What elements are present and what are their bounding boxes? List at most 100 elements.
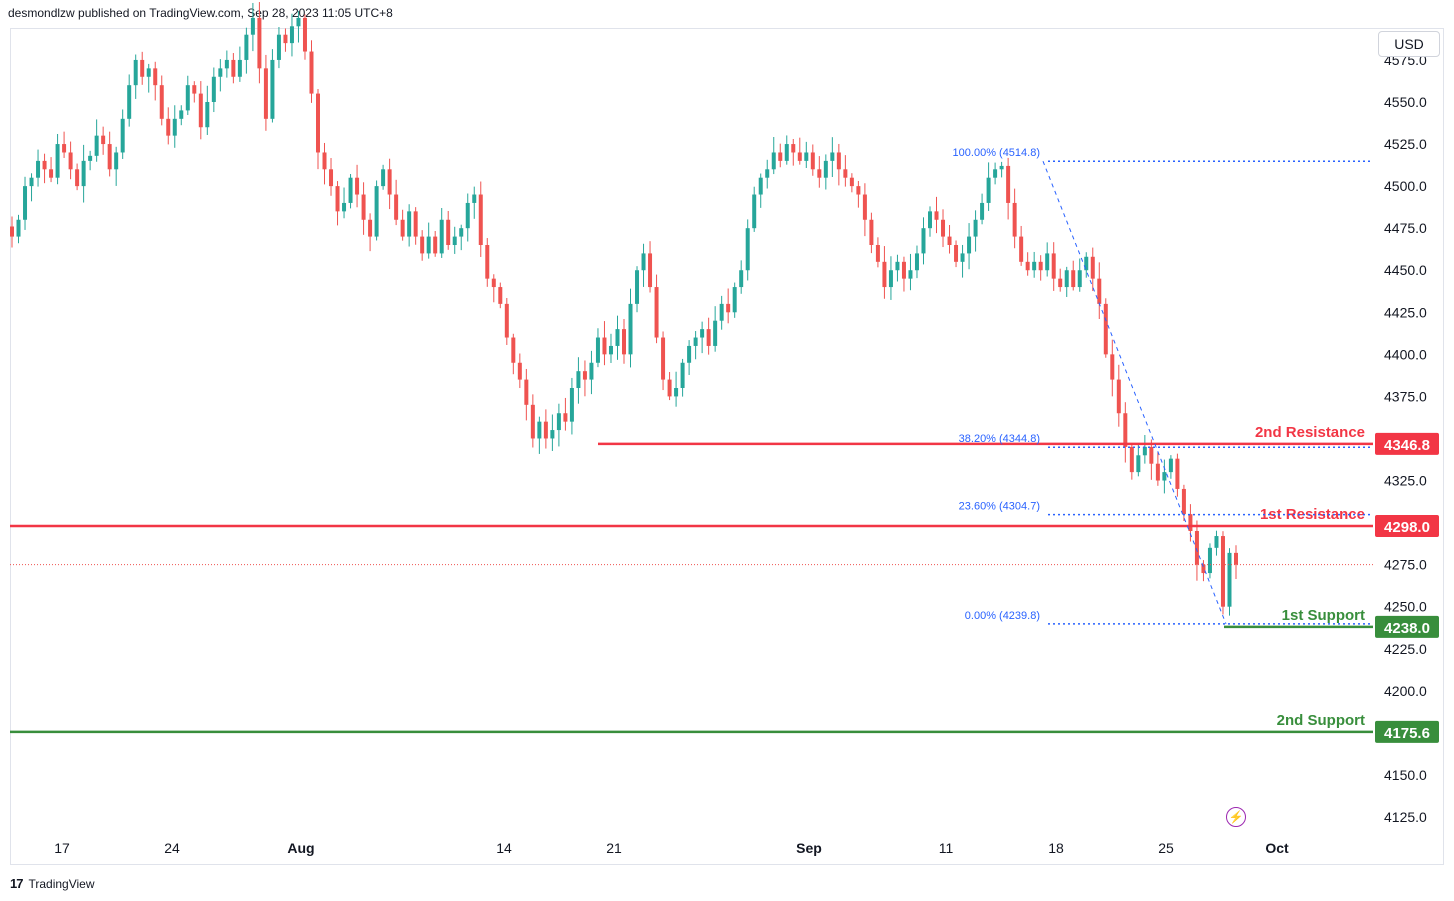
candle-body [166, 118, 171, 136]
candle-body [602, 337, 607, 355]
candle-body [1201, 564, 1206, 574]
x-tick-label: 14 [496, 840, 512, 856]
candle-body [316, 93, 320, 153]
candle-body [374, 186, 379, 237]
candle-body [394, 194, 399, 220]
candle-body [283, 34, 288, 44]
level-badge [1375, 432, 1439, 455]
candle-body [49, 169, 54, 178]
candle-body [504, 303, 509, 338]
footer: 17 TradingView [10, 876, 95, 891]
candle-body [172, 118, 177, 136]
candle-body [778, 152, 783, 161]
candle-body [622, 329, 626, 355]
candle-body [921, 228, 926, 254]
y-tick-label: 4125.0 [1384, 809, 1427, 825]
candle-body [329, 169, 334, 187]
lightning-icon[interactable]: ⚡ [1226, 807, 1246, 827]
candle-body [62, 144, 67, 153]
candle-body [817, 169, 822, 178]
candle-body [576, 371, 581, 388]
candle-body [29, 177, 34, 187]
fib-level-label: 23.60% (4304.7) [959, 501, 1040, 513]
candle-body [296, 17, 301, 27]
candle-body [1084, 256, 1089, 271]
candle-body [101, 135, 106, 145]
candle-body [556, 413, 561, 431]
candle-body [1038, 261, 1043, 271]
x-tick-label: 24 [164, 840, 180, 856]
candle-body [250, 17, 255, 35]
candle-body [986, 177, 991, 203]
candle-body [1129, 446, 1134, 473]
candle-body [667, 379, 672, 397]
candle-body [914, 253, 919, 271]
candle-body [1110, 354, 1115, 380]
candle-body [595, 337, 600, 363]
y-tick-label: 4400.0 [1384, 346, 1427, 362]
candle-body [862, 194, 867, 220]
candle-body [980, 202, 985, 220]
fib-level-label: 100.00% (4514.8) [953, 147, 1040, 159]
candle-body [706, 329, 711, 346]
level-badge-value: 4238.0 [1384, 620, 1430, 637]
candle-body [361, 194, 366, 220]
y-tick-label: 4275.0 [1384, 557, 1427, 573]
candle-body [895, 261, 900, 271]
candle-body [244, 34, 249, 60]
currency-button[interactable]: USD [1378, 31, 1440, 57]
candle-body [726, 303, 731, 313]
candle-body [1103, 303, 1108, 355]
candle-body [537, 421, 542, 439]
candle-body [1181, 488, 1186, 515]
candle-body [322, 152, 327, 170]
fib-trend-line [1042, 161, 1227, 625]
candle-body [257, 17, 262, 69]
candle-body [309, 51, 314, 94]
candle-body [1207, 547, 1212, 574]
candle-body [569, 388, 574, 422]
candle-body [159, 85, 164, 119]
candle-body [185, 85, 190, 111]
candle-body [211, 76, 216, 102]
candles-layer [10, 2, 1238, 616]
candle-body [491, 278, 496, 288]
level-label: 2nd Resistance [1255, 424, 1365, 441]
candle-body [381, 169, 386, 187]
candle-body [433, 236, 438, 254]
candle-body [661, 337, 666, 380]
candle-body [758, 177, 763, 195]
level-badges: 4346.8 4298.0 4238.0 4175.6 [1375, 432, 1439, 743]
candle-body [224, 59, 229, 69]
tradingview-text[interactable]: TradingView [28, 876, 95, 891]
publisher-line: desmondlzw published on TradingView.com,… [8, 6, 393, 20]
candle-body [550, 430, 555, 439]
y-tick-label: 4550.0 [1384, 94, 1427, 110]
candle-body [882, 261, 887, 288]
candle-body [797, 152, 802, 161]
candle-body [563, 413, 568, 422]
y-tick-label: 4200.0 [1384, 683, 1427, 699]
candle-body [752, 194, 757, 229]
candle-body [1162, 472, 1167, 481]
candle-body [452, 236, 457, 245]
candle-body [231, 59, 236, 77]
candle-body [524, 379, 529, 405]
candle-body [1025, 261, 1030, 271]
candle-body [947, 236, 952, 245]
candle-body [1032, 261, 1037, 271]
candle-body [901, 261, 906, 279]
candle-body [439, 219, 444, 254]
level-badge [1375, 514, 1439, 537]
candle-body [407, 211, 412, 237]
x-tick-label: Oct [1265, 840, 1289, 856]
x-tick-label: 18 [1048, 840, 1064, 856]
candle-body [348, 177, 353, 203]
candle-body [198, 93, 203, 128]
candle-body [1168, 458, 1173, 473]
candle-body [68, 152, 73, 170]
candle-body [765, 169, 770, 178]
candle-body [335, 186, 340, 212]
candle-body [446, 219, 451, 245]
